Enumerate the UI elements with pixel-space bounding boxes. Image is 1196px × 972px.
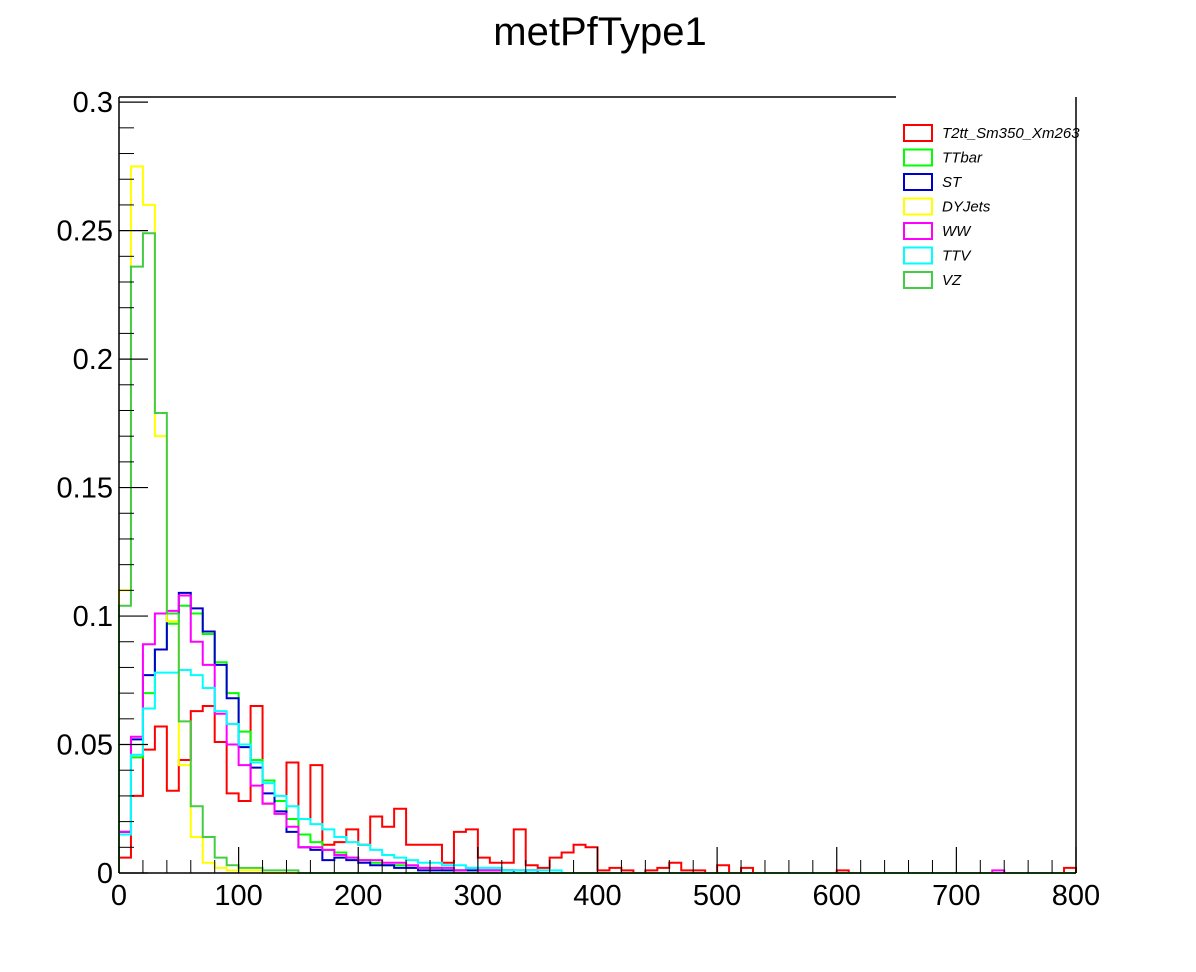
y-tick-label: 0.1 [73, 601, 113, 633]
x-tick-label: 600 [813, 880, 861, 912]
y-tick-label: 0 [97, 858, 113, 890]
legend-swatch [903, 148, 933, 167]
legend-swatch [903, 222, 933, 240]
x-tick-label: 100 [214, 880, 262, 912]
legend: T2tt_Sm350_Xm263 TTbar ST DYJets WW TTV VZ [903, 124, 1080, 289]
x-tick-label: 400 [573, 880, 621, 912]
legend-entry-label: TTV [942, 248, 972, 265]
legend-entry-label: DYJets [942, 199, 991, 216]
legend-swatch [903, 246, 933, 265]
y-tick-label: 0.2 [73, 344, 113, 376]
legend-swatch [903, 197, 933, 216]
legend-swatch [903, 271, 933, 289]
legend-entry-label: VZ [942, 272, 962, 289]
legend-entry-label: ST [942, 174, 963, 191]
chart-title: metPfType1 [493, 10, 706, 54]
y-tick-label: 0.05 [57, 730, 113, 762]
x-tick-label: 800 [1052, 880, 1100, 912]
legend-swatch [903, 173, 933, 191]
y-tick-label: 0.25 [57, 216, 113, 248]
x-tick-label: 200 [334, 880, 382, 912]
x-tick-label: 700 [932, 880, 980, 912]
y-tick-label: 0.3 [73, 87, 113, 119]
legend-entry-label: WW [942, 223, 972, 240]
x-tick-label: 500 [693, 880, 741, 912]
y-tick-label: 0.15 [57, 473, 113, 505]
x-tick-label: 300 [454, 880, 502, 912]
legend-entry-label: TTbar [942, 150, 983, 167]
legend-swatch [903, 124, 933, 142]
x-axis: 0 100 200 300 400 500 600 700 800 [111, 847, 1100, 912]
x-tick-label: 0 [111, 880, 127, 912]
y-axis: 0 0.05 0.1 0.15 0.2 0.25 0.3 [57, 87, 148, 890]
legend-entry-label: T2tt_Sm350_Xm263 [942, 125, 1080, 142]
